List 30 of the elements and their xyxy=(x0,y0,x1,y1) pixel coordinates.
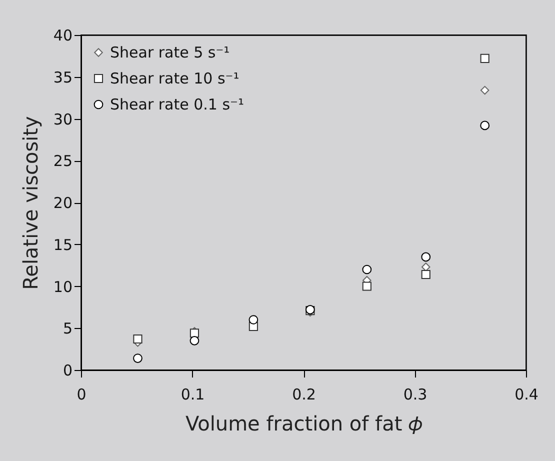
y-tick-label: 20 xyxy=(53,194,72,212)
x-tick-label: 0.4 xyxy=(514,386,538,404)
y-tick-label: 5 xyxy=(62,320,72,338)
point xyxy=(480,54,490,63)
y-tick-label: 40 xyxy=(53,26,72,44)
legend-label: Shear rate 0.1 s⁻¹ xyxy=(110,96,244,114)
y-tick-label: 30 xyxy=(53,110,72,128)
x-tick-label: 0.2 xyxy=(292,386,316,404)
x-tick-label: 0.3 xyxy=(403,386,428,404)
x-axis-title: Volume fraction of fat 𝜙 xyxy=(185,412,423,436)
point xyxy=(362,282,372,291)
point xyxy=(480,86,490,95)
y-tick-label: 10 xyxy=(53,278,72,296)
point xyxy=(421,270,430,280)
point xyxy=(480,120,490,130)
legend-label: Shear rate 5 s⁻¹ xyxy=(110,44,230,62)
point xyxy=(362,264,372,274)
point xyxy=(133,334,142,344)
y-tick-label: 15 xyxy=(53,236,72,254)
point xyxy=(421,252,431,262)
y-tick-label: 35 xyxy=(53,68,72,86)
point xyxy=(190,336,200,346)
legend-label: Shear rate 10 s⁻¹ xyxy=(110,70,240,88)
point xyxy=(248,315,258,324)
x-tick-label: 0.1 xyxy=(180,386,205,404)
y-tick-label: 0 xyxy=(62,362,72,380)
y-axis-title: Relative viscosity xyxy=(18,116,42,290)
point xyxy=(133,354,142,363)
x-tick-label: 0 xyxy=(76,386,86,404)
y-tick-label: 25 xyxy=(53,152,72,170)
